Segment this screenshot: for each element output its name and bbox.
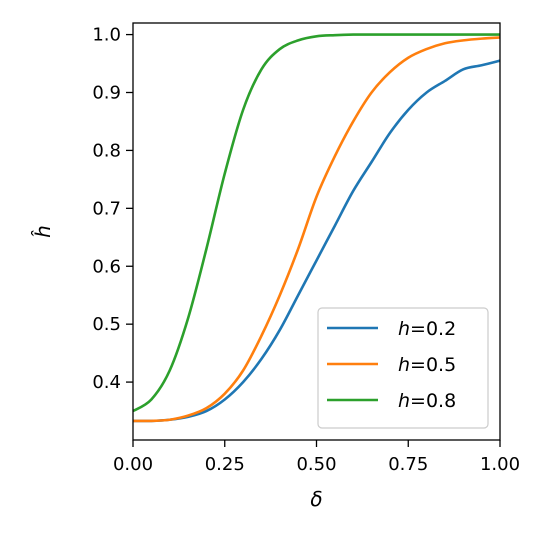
x-tick-label: 0.50 — [296, 454, 336, 475]
legend-items: h=0.2h=0.5h=0.8 — [327, 318, 456, 412]
series-line-h-0-5 — [132, 36, 501, 423]
legend: h=0.2h=0.5h=0.8 — [317, 307, 489, 429]
x-tick-label: 0.25 — [205, 454, 245, 475]
x-tick-label: 1.00 — [480, 454, 520, 475]
y-tick-label: 0.6 — [92, 256, 121, 277]
series-lines — [132, 33, 501, 423]
legend-label-value: =0.5 — [410, 354, 456, 376]
legend-item: h=0.5 — [327, 354, 456, 376]
x-tick-label: 0.00 — [113, 454, 153, 475]
y-tick-label: 0.7 — [92, 198, 121, 219]
y-tick-label: 0.9 — [92, 83, 121, 104]
legend-label: h=0.8 — [398, 390, 456, 412]
x-ticks: 0.00 0.25 0.50 0.75 1.00 — [113, 440, 520, 475]
legend-box — [317, 307, 489, 429]
y-axis-label: ĥ — [31, 225, 55, 238]
x-tick-label: 0.75 — [388, 454, 428, 475]
y-tick-label: 0.5 — [92, 314, 121, 335]
legend-label-value: =0.8 — [410, 390, 456, 412]
x-axis-label: δ — [310, 487, 322, 511]
legend-item: h=0.8 — [327, 390, 456, 412]
y-tick-label: 1.0 — [92, 25, 121, 46]
y-tick-label: 0.8 — [92, 140, 121, 161]
legend-label-variable: h — [398, 354, 410, 376]
legend-label: h=0.2 — [398, 318, 456, 340]
legend-label-value: =0.2 — [410, 318, 456, 340]
series-line-h-0-8 — [132, 33, 500, 413]
plot-frame — [132, 22, 501, 441]
legend-label: h=0.5 — [398, 354, 456, 376]
legend-label-variable: h — [398, 390, 410, 412]
series-line-h-0-2 — [132, 59, 501, 423]
legend-label-variable: h — [398, 318, 410, 340]
legend-item: h=0.2 — [327, 318, 456, 340]
y-tick-label: 0.4 — [92, 372, 121, 393]
y-ticks: 0.4 0.5 0.6 0.7 0.8 0.9 1.0 — [92, 25, 133, 393]
